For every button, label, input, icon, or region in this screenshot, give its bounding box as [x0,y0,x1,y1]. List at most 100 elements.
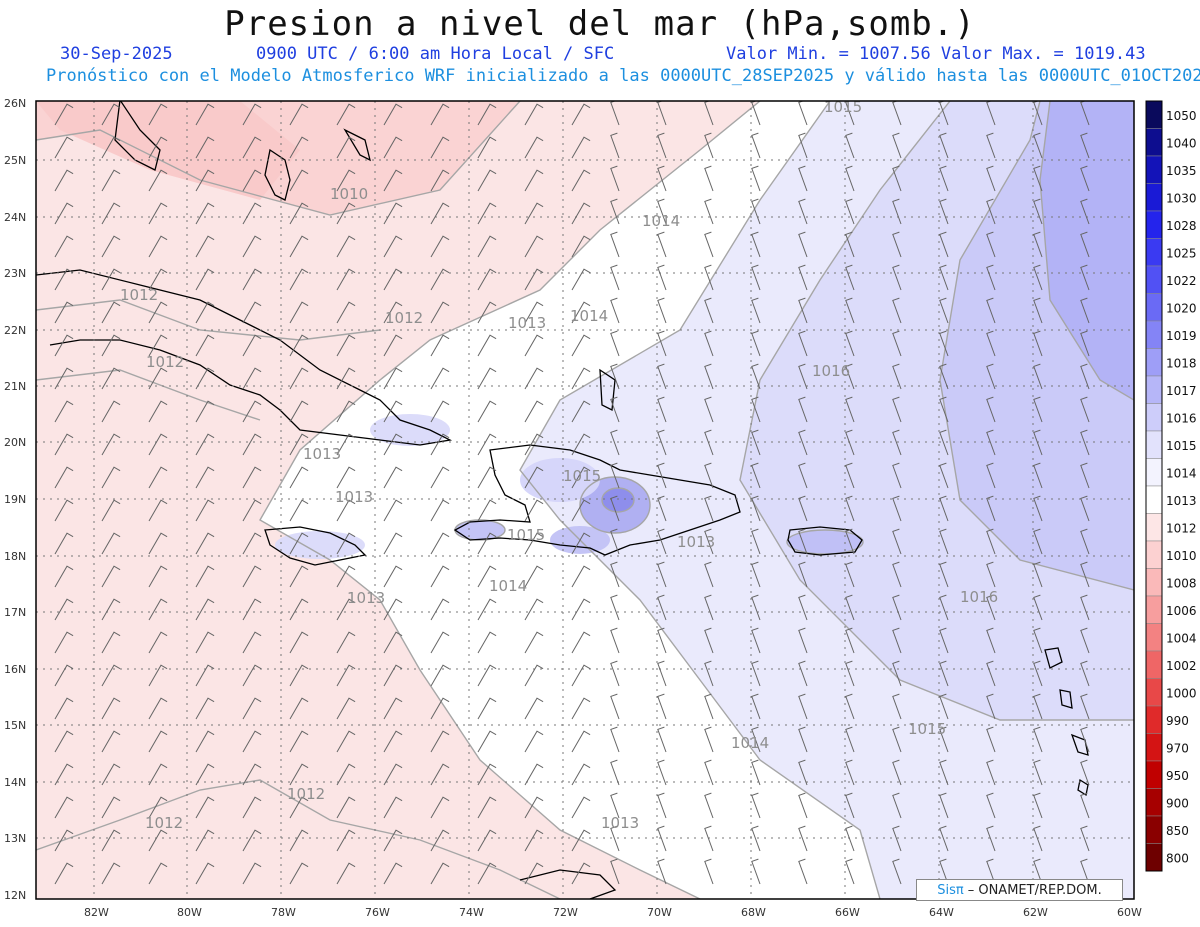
wind-barb [242,829,262,852]
wind-barb [1080,198,1090,225]
lon-label: 66W [835,906,860,919]
wind-barb [892,297,902,324]
wind-barb [195,334,215,357]
date-label: 30-Sep-2025 [60,44,173,64]
colorbar-swatch [1145,265,1163,294]
wind-barb [524,829,544,852]
wind-barb [845,101,855,126]
wind-barb [477,598,497,621]
wind-barb [195,631,215,654]
wind-barb [610,231,620,258]
wind-barb [571,862,591,885]
wind-barb [939,627,949,654]
wind-barb [798,198,808,225]
wind-barb [54,565,74,588]
wind-barb [430,466,450,489]
contour-label: 1012 [146,353,184,371]
wind-barb [571,631,591,654]
wind-barb [1080,759,1090,786]
wind-barb [657,528,667,555]
wind-barb [939,330,949,357]
colorbar-swatch [1145,733,1163,762]
wind-barb [986,660,996,687]
wind-barb [798,429,808,456]
wind-barb [195,103,215,126]
wind-barb [195,862,215,885]
colorbar-swatch [1145,595,1163,624]
contour-label: 1014 [642,212,680,230]
wind-barb [148,433,168,456]
wind-barb [430,598,450,621]
wind-barb [986,297,996,324]
wind-barb [430,697,450,720]
wind-barb [704,825,714,852]
colorbar-swatch [1145,650,1163,679]
wind-barb [798,330,808,357]
wind-barb [657,693,667,720]
credit-text: – ONAMET/REP.DOM. [967,882,1102,898]
wind-barb [289,730,309,753]
wind-barb [610,264,620,291]
wind-barb [242,796,262,819]
wind-barb [571,367,591,390]
wind-barb [54,103,74,126]
contour-label: 1013 [335,488,373,506]
wind-barb [148,763,168,786]
wind-barb [751,825,761,852]
wind-barb [289,862,309,885]
wind-barb [148,235,168,258]
wind-barb [54,862,74,885]
wind-barb [289,829,309,852]
wind-barb [289,202,309,225]
wind-barb [798,792,808,819]
wind-barb [289,433,309,456]
wind-barb [195,829,215,852]
lat-label: 23N [4,267,26,280]
colorbar-swatch [1145,320,1163,349]
wind-barb [242,763,262,786]
wind-barb [657,561,667,588]
wind-barb [54,301,74,324]
wind-barb [657,198,667,225]
wind-barb [704,858,714,885]
wind-barb [101,631,121,654]
contour-label: 1013 [601,814,639,832]
wind-barb [845,594,855,621]
lat-label: 20N [4,436,26,449]
colorbar-swatch [1145,375,1163,404]
wind-barb [939,429,949,456]
wind-barb [704,660,714,687]
wind-barb [571,598,591,621]
lat-label: 16N [4,663,26,676]
wind-barb [148,730,168,753]
wind-barb [242,334,262,357]
wind-barb [336,763,356,786]
wind-barb [610,792,620,819]
wind-barb [892,396,902,423]
wind-barb [289,136,309,159]
wind-barb [892,627,902,654]
wind-barb [657,429,667,456]
colorbar-swatch [1145,348,1163,377]
wind-barb [751,693,761,720]
wind-barb [571,169,591,192]
wind-barb [845,330,855,357]
wind-barb [430,433,450,456]
colorbar-label: 1012 [1166,522,1197,536]
wind-barb [939,132,949,159]
wind-barb [336,235,356,258]
contour-label: 1015 [908,720,946,738]
colorbar-label: 1016 [1166,412,1197,426]
contour-label: 1012 [287,785,325,803]
colorbar-label: 900 [1166,797,1189,811]
contour-label: 1010 [330,185,368,203]
wind-barb [524,169,544,192]
colorbar-label: 1040 [1166,137,1197,151]
wind-barb [798,101,808,126]
colorbar-label: 1002 [1166,659,1197,673]
wind-barb [657,495,667,522]
wind-barb [939,561,949,588]
wind-barb [524,730,544,753]
wind-barb [289,664,309,687]
wind-barb [1033,132,1043,159]
